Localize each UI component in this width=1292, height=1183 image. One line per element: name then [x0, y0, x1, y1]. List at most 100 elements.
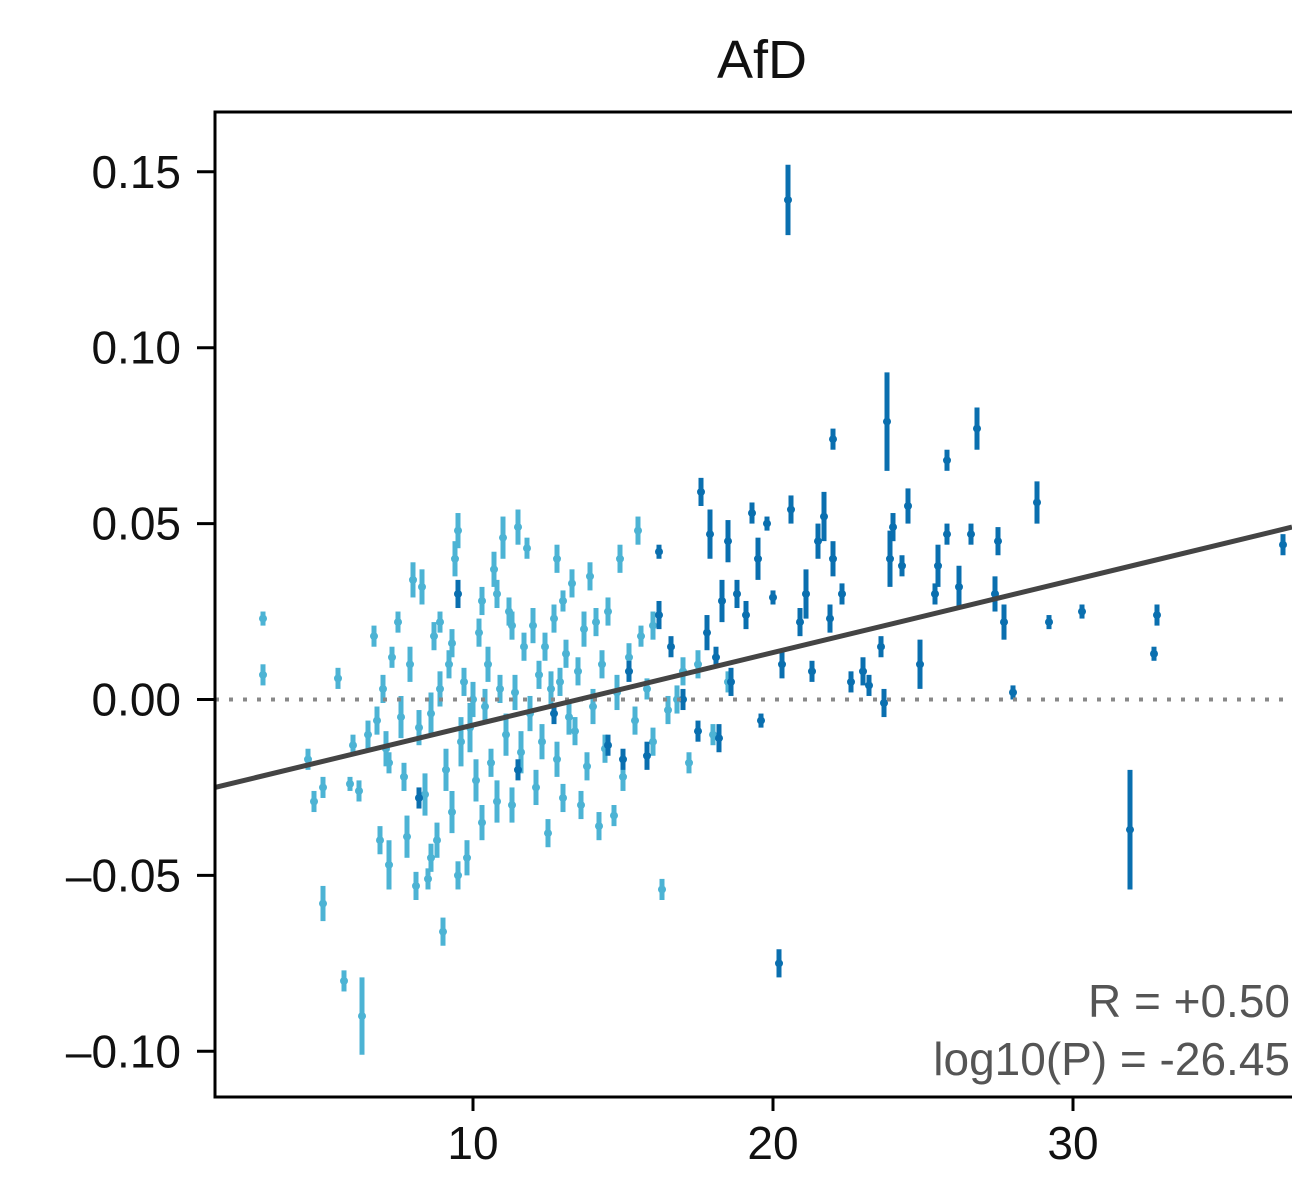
data-point: [559, 590, 567, 612]
point-marker: [649, 737, 657, 746]
data-point: [706, 509, 714, 559]
data-point: [460, 667, 468, 696]
data-point: [580, 611, 588, 647]
data-point: [394, 611, 402, 633]
point-marker: [346, 779, 354, 788]
point-marker: [877, 642, 885, 651]
point-marker: [550, 709, 558, 718]
series-dark: [415, 164, 1287, 978]
data-point: [592, 608, 600, 637]
point-marker: [820, 512, 828, 521]
data-point: [319, 885, 327, 922]
data-point: [610, 805, 618, 827]
data-point: [532, 769, 540, 806]
data-point: [808, 660, 816, 682]
data-point: [973, 407, 981, 450]
point-marker: [808, 667, 816, 676]
point-marker: [589, 702, 597, 711]
point-marker: [514, 523, 522, 532]
point-marker: [535, 670, 543, 679]
point-marker: [439, 927, 447, 936]
point-marker: [859, 667, 867, 676]
data-point: [604, 597, 612, 626]
point-marker: [685, 758, 693, 767]
point-marker: [574, 667, 582, 676]
data-point: [514, 509, 522, 545]
point-marker: [385, 758, 393, 767]
data-point: [757, 713, 765, 728]
data-point: [523, 537, 531, 559]
point-marker: [694, 660, 702, 669]
point-marker: [1279, 540, 1287, 549]
point-marker: [385, 860, 393, 869]
data-point: [637, 625, 645, 647]
point-marker: [748, 509, 756, 518]
data-point: [376, 826, 384, 855]
data-point: [334, 667, 342, 689]
y-tick-label: –0.10: [66, 1025, 181, 1077]
point-marker: [586, 572, 594, 581]
annotation-log-p: log10(P) = -26.45: [933, 1033, 1290, 1085]
point-marker: [838, 589, 846, 598]
point-marker: [634, 526, 642, 535]
point-marker: [379, 684, 387, 693]
data-point: [544, 819, 552, 848]
data-point: [658, 878, 666, 900]
point-marker: [493, 589, 501, 598]
data-point: [511, 674, 519, 711]
data-point: [586, 562, 594, 591]
point-marker: [655, 547, 663, 556]
data-point: [616, 544, 624, 573]
point-marker: [436, 684, 444, 693]
point-marker: [754, 554, 762, 563]
point-marker: [580, 625, 588, 634]
point-marker: [340, 976, 348, 985]
point-marker: [865, 681, 873, 690]
point-marker: [418, 582, 426, 591]
point-marker: [643, 684, 651, 693]
point-marker: [802, 589, 810, 598]
axes: [213, 110, 1292, 1099]
point-marker: [643, 751, 651, 760]
point-marker: [826, 614, 834, 623]
point-marker: [658, 885, 666, 894]
data-point: [508, 787, 516, 823]
data-point: [358, 977, 366, 1055]
data-point: [643, 741, 651, 770]
point-marker: [478, 596, 486, 605]
data-point: [457, 717, 465, 767]
x-axis: 10 20 30: [447, 1097, 1099, 1169]
point-marker: [550, 614, 558, 623]
data-point: [442, 748, 450, 791]
point-marker: [718, 596, 726, 605]
point-marker: [502, 730, 510, 739]
point-marker: [610, 811, 618, 820]
point-marker: [883, 417, 891, 426]
data-point: [364, 720, 372, 749]
point-marker: [1153, 611, 1161, 620]
point-marker: [376, 836, 384, 845]
point-marker: [484, 660, 492, 669]
point-marker: [763, 519, 771, 528]
point-marker: [880, 699, 888, 707]
data-point: [550, 604, 558, 633]
data-point: [493, 780, 501, 823]
data-point: [562, 639, 570, 668]
data-point: [733, 579, 741, 609]
data-point: [865, 674, 873, 696]
data-point: [904, 488, 912, 524]
data-point: [898, 555, 906, 577]
point-marker: [571, 727, 579, 736]
data-point: [598, 650, 606, 679]
point-marker: [709, 730, 717, 739]
data-point: [994, 527, 1002, 556]
point-marker: [529, 621, 537, 630]
data-point: [493, 579, 501, 609]
point-marker: [706, 530, 714, 539]
data-point: [955, 565, 963, 609]
point-marker: [538, 737, 546, 746]
point-marker: [457, 737, 465, 746]
point-marker: [472, 776, 480, 785]
point-marker: [427, 709, 435, 718]
point-marker: [421, 790, 429, 799]
